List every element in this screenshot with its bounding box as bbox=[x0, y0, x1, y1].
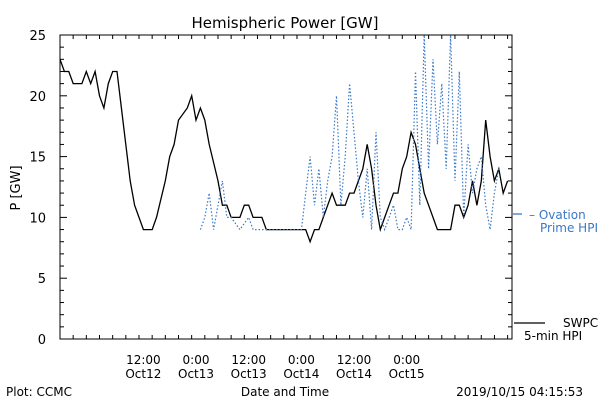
x-tick-date-label: Oct14 bbox=[283, 367, 319, 381]
y-tick-label: 20 bbox=[29, 90, 46, 105]
x-tick-time-label: 12:00 bbox=[337, 353, 372, 367]
y-tick-label: 0 bbox=[38, 333, 46, 348]
footer-plot-credit: Plot: CCMC bbox=[6, 385, 72, 399]
legend-ovation-line2: Prime HPI bbox=[540, 221, 598, 235]
y-axis-label: P [GW] bbox=[9, 165, 24, 210]
x-tick-time-label: 0:00 bbox=[393, 353, 420, 367]
y-tick-label: 5 bbox=[38, 272, 46, 287]
footer-timestamp: 2019/10/15 04:15:53 bbox=[456, 385, 583, 399]
y-tick-label: 10 bbox=[29, 211, 46, 226]
legend-swpc-line2: 5-min HPI bbox=[524, 329, 582, 343]
x-tick-time-label: 12:00 bbox=[231, 353, 266, 367]
y-axis: 0 5 10 15 20 25 bbox=[29, 29, 512, 348]
x-axis-label: Date and Time bbox=[241, 385, 329, 399]
x-axis: 12:00Oct120:00Oct1312:00Oct130:00Oct1412… bbox=[59, 35, 509, 381]
series-swpc-line bbox=[59, 59, 509, 244]
series-ovation-line bbox=[199, 34, 500, 232]
chart-title: Hemispheric Power [GW] bbox=[192, 14, 379, 32]
plot-frame bbox=[59, 34, 513, 340]
x-tick-time-label: 0:00 bbox=[183, 353, 210, 367]
x-tick-date-label: Oct15 bbox=[389, 367, 425, 381]
legend: – Ovation Prime HPI SWPC 5-min HPI bbox=[513, 208, 598, 343]
series-layer bbox=[59, 34, 509, 244]
legend-ovation-line1: – Ovation bbox=[529, 208, 586, 222]
y-tick-label: 25 bbox=[29, 29, 46, 44]
x-tick-time-label: 0:00 bbox=[288, 353, 315, 367]
x-tick-date-label: Oct13 bbox=[178, 367, 214, 381]
y-tick-label: 15 bbox=[29, 151, 46, 166]
legend-swpc-line1: SWPC bbox=[563, 316, 598, 330]
x-tick-date-label: Oct14 bbox=[336, 367, 372, 381]
x-tick-time-label: 12:00 bbox=[126, 353, 161, 367]
x-tick-date-label: Oct13 bbox=[231, 367, 267, 381]
x-tick-date-label: Oct12 bbox=[125, 367, 161, 381]
